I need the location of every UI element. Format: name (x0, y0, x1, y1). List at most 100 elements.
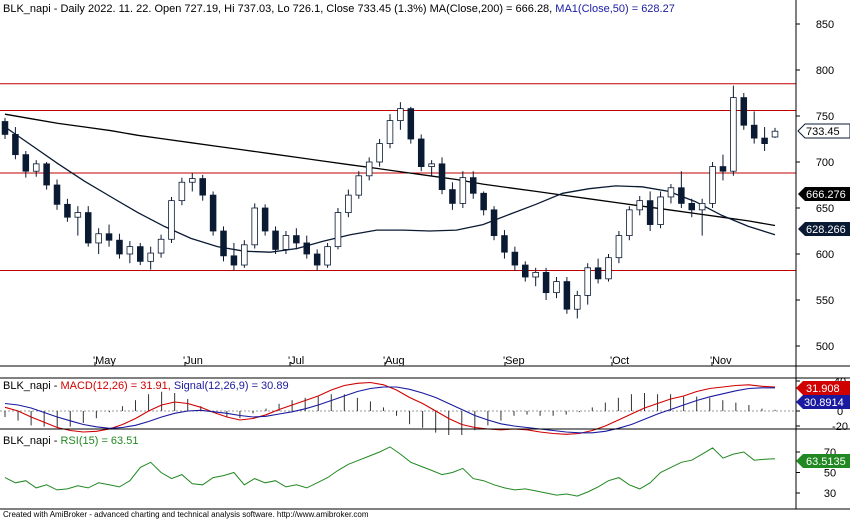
price-tick-label: 850 (816, 19, 834, 31)
candle-body (574, 294, 581, 310)
candle (261, 204, 269, 236)
candle-body (282, 235, 290, 250)
macd-pane[interactable]: 400-20 BLK_napi - MACD(12,26) = 31.91, S… (0, 376, 850, 435)
candle-body (511, 251, 519, 266)
candle (126, 241, 134, 264)
candle-body (43, 163, 50, 186)
candle-body (636, 200, 643, 211)
candle (32, 160, 40, 177)
candle (709, 162, 716, 208)
candle (771, 127, 779, 138)
candle-body (12, 133, 19, 156)
candle-body (272, 230, 279, 250)
candle (241, 240, 248, 268)
candle (542, 267, 550, 300)
close-badge: 733.45 (797, 123, 850, 139)
candle-body (646, 200, 654, 225)
candle-body (553, 281, 560, 294)
moving-averages (4, 113, 776, 253)
date-tick-label: 'Sep (503, 355, 525, 367)
svg-text:30.8914: 30.8914 (804, 397, 844, 409)
ma50-badge: 628.266 (798, 222, 850, 236)
candle-body (53, 184, 61, 205)
candle (417, 134, 425, 172)
candle-body (688, 202, 696, 211)
candle-body (428, 163, 435, 167)
candle (594, 258, 602, 284)
rsi-header: BLK_napi - RSI(15) = 63.51 (3, 435, 138, 447)
date-tick-label: 'Aug (383, 355, 405, 367)
candle (282, 231, 290, 254)
candle (480, 191, 487, 216)
date-tick-label: 'Jun (183, 355, 203, 367)
candle-body (761, 137, 768, 145)
candle-body (522, 264, 529, 278)
candle-body (261, 207, 269, 232)
candle-body (220, 230, 227, 257)
candle-body (209, 194, 217, 232)
candle-body (438, 163, 446, 190)
ma50-line (4, 126, 776, 253)
candle-body (626, 209, 633, 236)
signal-line (4, 386, 775, 434)
macd-header: BLK_napi - MACD(12,26) = 31.91, Signal(1… (3, 380, 289, 392)
candle (407, 106, 415, 144)
price-tick-label: 750 (816, 111, 834, 123)
candle-body (334, 212, 342, 248)
candle (209, 191, 217, 236)
price-axis-ticks: 500 550 600 650 700 750 800 850 (796, 19, 834, 353)
candle-body (407, 108, 415, 140)
candle-body (313, 253, 321, 266)
candle (116, 233, 123, 259)
candle (95, 228, 102, 254)
candle (105, 224, 113, 247)
candle-body (657, 196, 664, 225)
candle (605, 254, 612, 282)
candle (511, 246, 519, 271)
svg-text:733.45: 733.45 (806, 126, 840, 138)
svg-text:666.276: 666.276 (806, 189, 846, 201)
price-tick-label: 650 (816, 203, 834, 215)
candle-body (709, 166, 716, 204)
candle-body (490, 209, 498, 236)
svg-text:63.5135: 63.5135 (806, 456, 846, 468)
candle (449, 182, 456, 210)
candle (563, 277, 571, 314)
candle-body (116, 239, 123, 255)
candle (459, 171, 467, 208)
candle (469, 171, 477, 199)
candle-body (667, 187, 675, 198)
date-tick-label: 'Nov (710, 355, 732, 367)
candle (365, 157, 373, 181)
candle-body (771, 130, 779, 138)
candle (157, 234, 165, 258)
candle-body (532, 271, 539, 278)
price-header: BLK_napi - Daily 2022. 11. 22. Open 727.… (3, 3, 675, 15)
candle-body (469, 177, 477, 194)
candle (168, 196, 175, 243)
candle (490, 206, 498, 241)
candle-body (199, 178, 206, 196)
candle (730, 85, 737, 176)
candle (698, 198, 706, 236)
candle (251, 203, 258, 249)
macd-badge: 31.908 (796, 381, 850, 395)
ma200-line (4, 113, 776, 227)
svg-text:628.266: 628.266 (806, 224, 846, 236)
candle (355, 171, 363, 199)
candle-body (480, 192, 487, 211)
candle-body (563, 281, 571, 310)
candle (532, 267, 539, 287)
candle-body (95, 233, 102, 244)
candle (678, 171, 685, 208)
candle-body (459, 177, 467, 204)
rsi-tick-label: 30 (824, 488, 836, 500)
price-pane[interactable]: 500 550 600 650 700 750 800 850 'May 'Jun 'Jul 'Au… (0, 3, 850, 367)
candle-body (64, 203, 71, 218)
date-axis-ticks: 'May 'Jun 'Jul 'Aug 'Sep 'Oct 'Nov (93, 355, 732, 367)
candle (719, 154, 727, 181)
candle (750, 111, 758, 144)
candle (438, 157, 446, 195)
